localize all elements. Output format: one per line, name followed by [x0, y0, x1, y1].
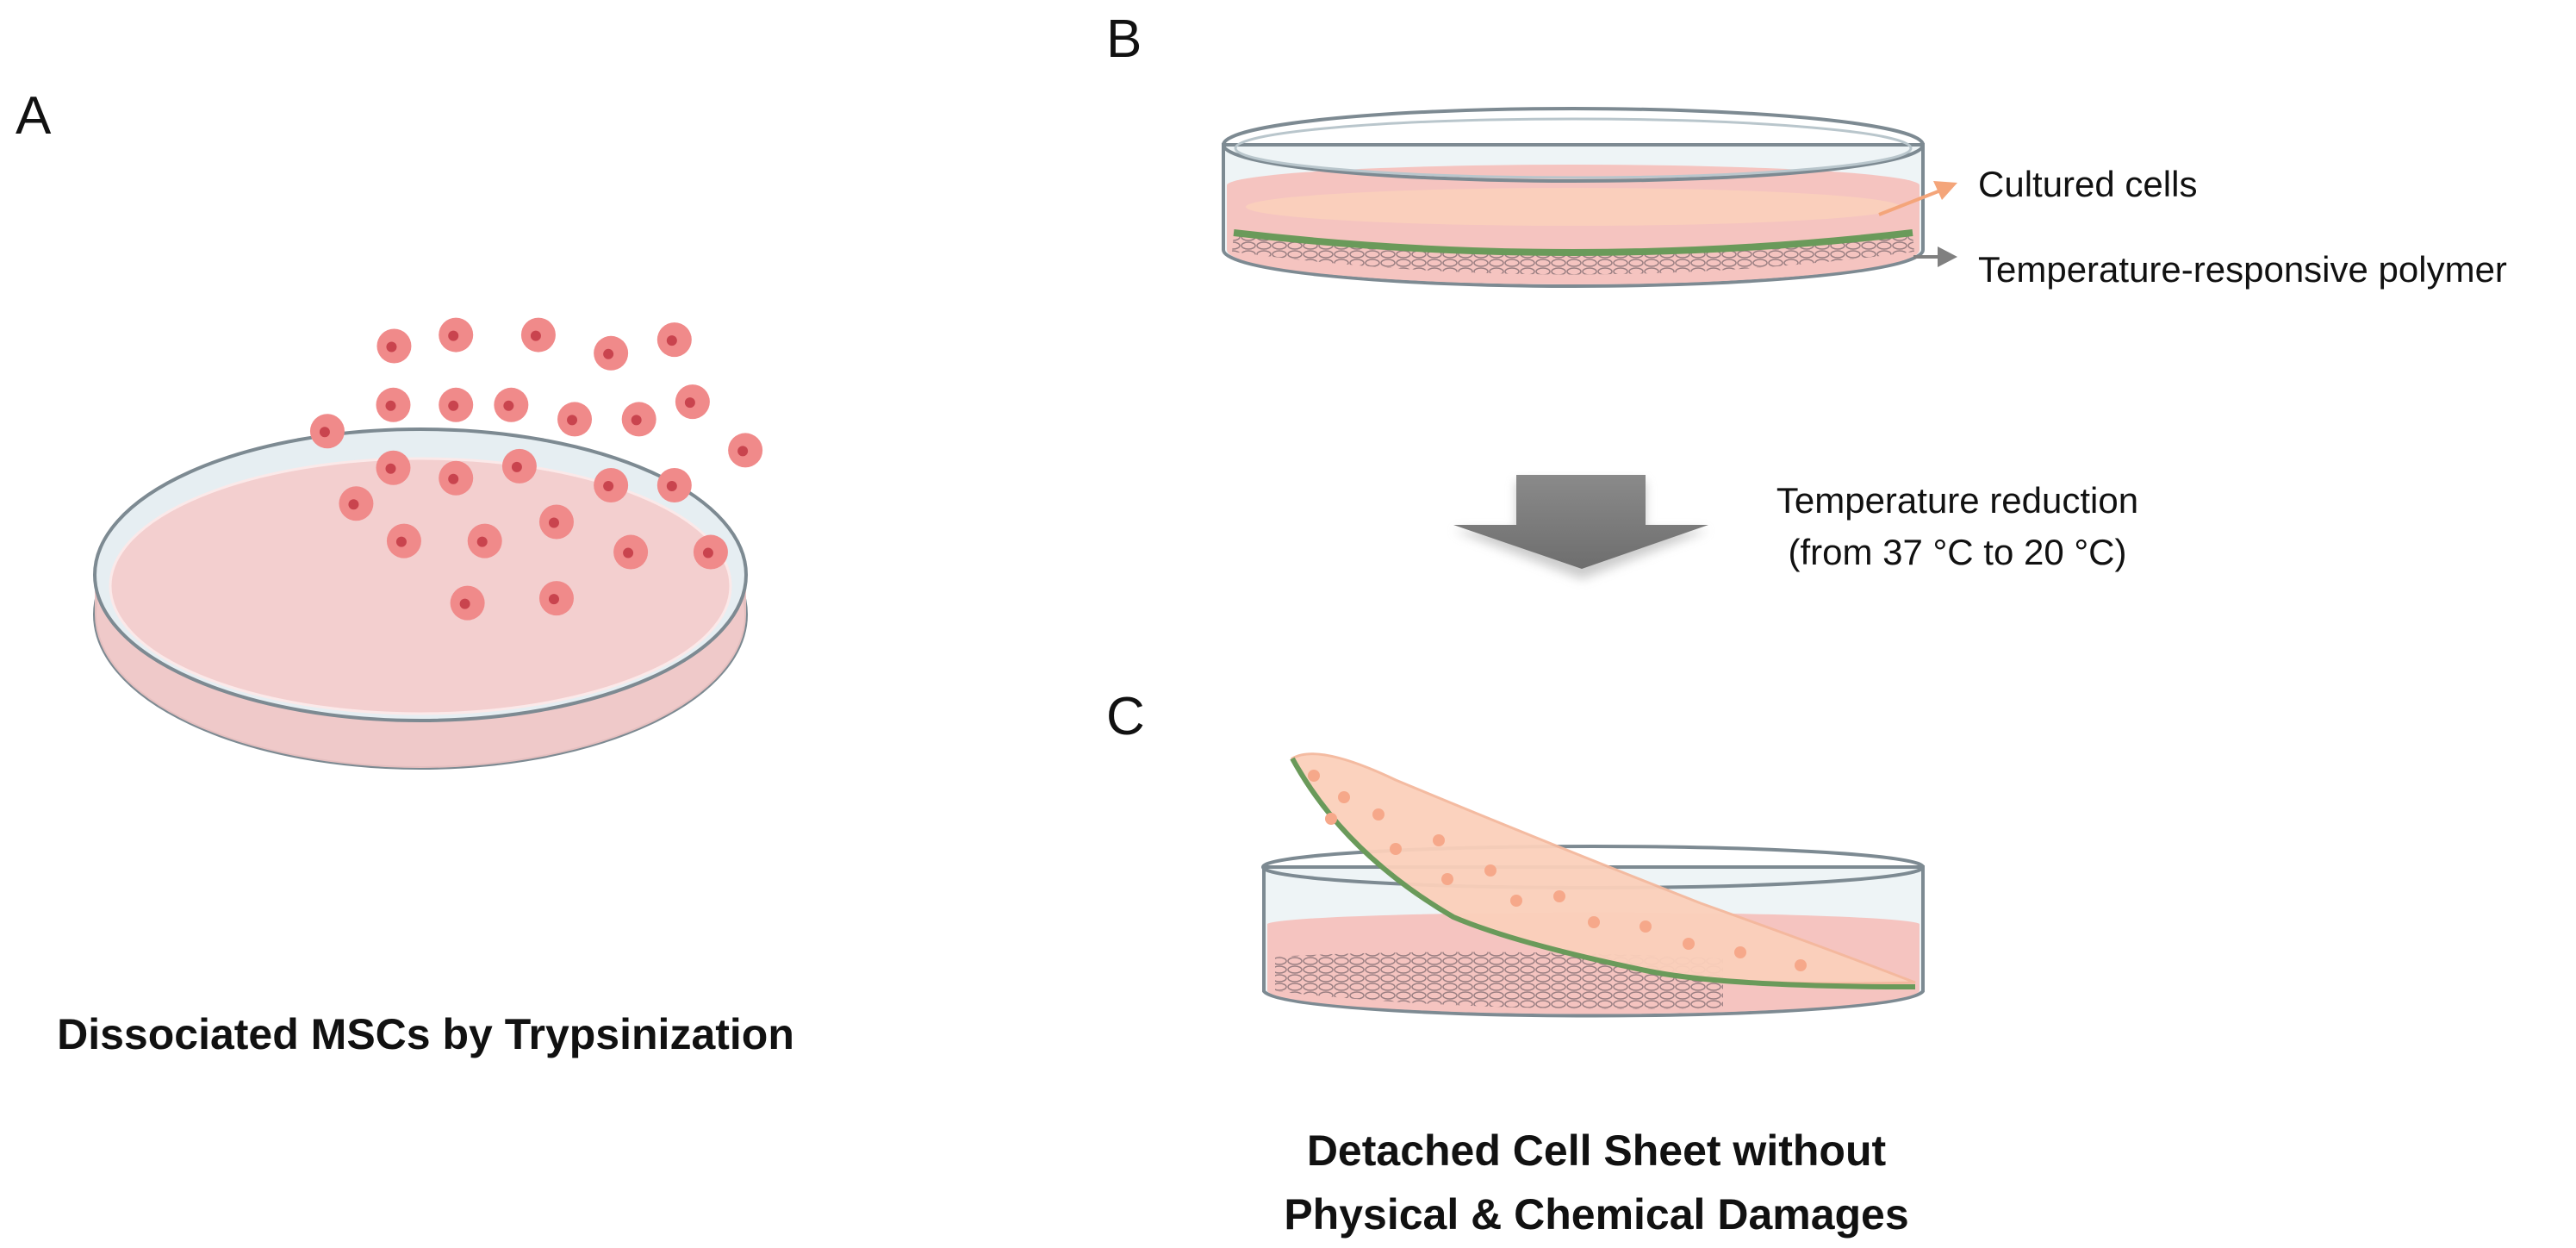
- detached-cell-sheet: [1290, 752, 1916, 989]
- step-text-line1: Temperature reduction: [1776, 480, 2138, 521]
- arrow-icon: [1933, 181, 1957, 200]
- cell-nucleus: [702, 547, 713, 558]
- cell-nucleus: [448, 400, 459, 411]
- cell-nucleus: [737, 446, 749, 457]
- sheet-cell-nucleus: [1308, 770, 1320, 782]
- caption-c-line1: Detached Cell Sheet without: [1307, 1126, 1887, 1175]
- cell-nucleus: [348, 499, 359, 510]
- cell-nucleus: [567, 415, 578, 426]
- sheet-cell-nucleus: [1553, 890, 1565, 902]
- sheet-cell-nucleus: [1484, 864, 1496, 877]
- cell-nucleus: [603, 348, 614, 359]
- panel-label-a: A: [16, 86, 52, 146]
- petri-dish-a: [93, 427, 748, 770]
- polymer-callout: Temperature-responsive polymer: [1913, 246, 2507, 290]
- panel-label-b: B: [1106, 9, 1142, 69]
- cell-nucleus: [319, 427, 330, 438]
- cell-nucleus: [623, 547, 634, 558]
- sheet-cell-nucleus: [1338, 791, 1350, 803]
- cell-nucleus: [448, 473, 459, 484]
- sheet-cell-nucleus: [1390, 843, 1402, 855]
- sheet-cell-nucleus: [1795, 959, 1807, 971]
- sheet-cell-nucleus: [1640, 920, 1652, 933]
- sheet-cell-nucleus: [1433, 834, 1445, 846]
- sheet-cell-nucleus: [1325, 813, 1337, 825]
- petri-dish-b: [1222, 107, 1925, 288]
- step-text-line2: (from 37 °C to 20 °C): [1788, 532, 2126, 572]
- cell-nucleus: [511, 461, 522, 472]
- cell-nucleus: [631, 415, 642, 426]
- panel-label-c: C: [1106, 687, 1145, 746]
- sheet-cell-nucleus: [1441, 873, 1453, 885]
- cell-nucleus: [603, 481, 614, 492]
- cell-nucleus: [395, 536, 407, 547]
- caption-c-line2: Physical & Chemical Damages: [1284, 1190, 1908, 1239]
- cell-nucleus: [548, 517, 559, 528]
- cell-nucleus: [386, 341, 397, 353]
- cell-nucleus: [548, 594, 559, 605]
- caption-a: Dissociated MSCs by Trypsinization: [57, 1010, 794, 1058]
- sheet-cell-nucleus: [1588, 916, 1600, 928]
- cell-nucleus: [385, 400, 396, 411]
- cell-nucleus: [530, 330, 541, 341]
- down-arrow: [1453, 475, 1708, 579]
- dissociated-cells: [309, 317, 763, 621]
- sheet-cell-nucleus: [1683, 938, 1695, 950]
- cell-nucleus: [684, 397, 695, 409]
- arrow-icon: [1938, 246, 1957, 267]
- callout-cultured-cells: Cultured cells: [1978, 164, 2197, 204]
- sheet-cell-nucleus: [1372, 808, 1384, 821]
- cell-nucleus: [385, 463, 396, 474]
- cell-nucleus: [503, 400, 514, 411]
- cell-nucleus: [476, 536, 488, 547]
- cell-nucleus: [459, 598, 470, 609]
- sheet-cell-nucleus: [1510, 895, 1522, 907]
- cell-nucleus: [666, 481, 677, 492]
- cell-nucleus: [448, 330, 459, 341]
- cultured-cells-callout: Cultured cells: [1878, 164, 2197, 216]
- cell-nucleus: [666, 335, 677, 346]
- sheet-cell-nucleus: [1734, 946, 1746, 958]
- callout-polymer: Temperature-responsive polymer: [1978, 249, 2507, 290]
